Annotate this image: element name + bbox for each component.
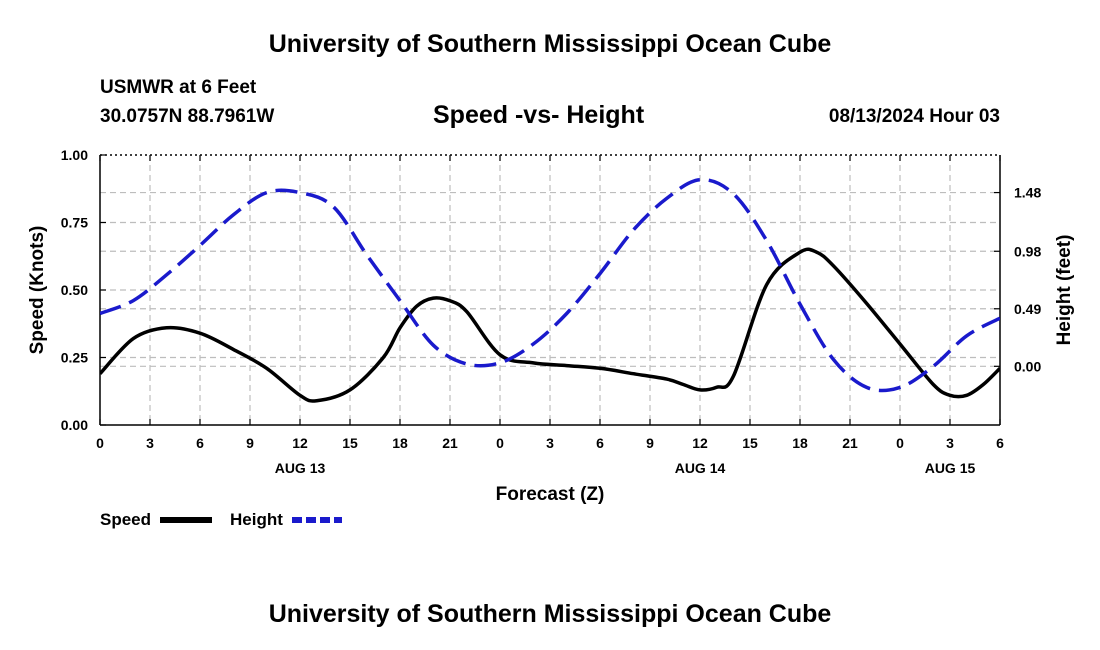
x-tick-label: 12 — [692, 435, 708, 451]
page-title: University of Southern Mississippi Ocean… — [268, 30, 832, 58]
x-tick-label: 0 — [896, 435, 904, 451]
x-day-label: AUG 14 — [675, 460, 726, 476]
footer-title: University of Southern Mississippi Ocean… — [268, 600, 832, 628]
forecast-datetime: 08/13/2024 Hour 03 — [828, 106, 1000, 127]
x-tick-label: 6 — [596, 435, 604, 451]
station-coordinates: 30.0757N 88.7961W — [100, 106, 275, 127]
x-tick-label: 9 — [646, 435, 654, 451]
x-day-label: AUG 13 — [275, 460, 326, 476]
legend-label-speed: Speed — [100, 510, 152, 529]
x-tick-label: 18 — [792, 435, 808, 451]
y2-tick-label: 0.49 — [1014, 301, 1041, 317]
x-tick-label: 21 — [442, 435, 458, 451]
x-tick-label: 6 — [996, 435, 1004, 451]
x-axis-label: Forecast (Z) — [496, 484, 605, 505]
y2-axis-label: Height (feet) — [1054, 235, 1075, 346]
x-tick-label: 0 — [96, 435, 104, 451]
x-tick-label: 0 — [496, 435, 504, 451]
y-tick-label: 0.00 — [61, 417, 88, 433]
legend-label-height: Height — [230, 510, 283, 529]
x-tick-label: 3 — [546, 435, 554, 451]
y-tick-label: 0.25 — [61, 350, 88, 366]
series-line-speed — [100, 247, 1000, 403]
y2-tick-label: 1.48 — [1014, 185, 1041, 201]
series-line-height — [100, 177, 1000, 393]
y-axis-label: Speed (Knots) — [27, 226, 48, 355]
x-tick-label: 15 — [742, 435, 758, 451]
y-tick-label: 0.50 — [61, 282, 88, 298]
x-tick-label: 3 — [946, 435, 954, 451]
y-tick-label: 0.75 — [61, 215, 88, 231]
x-tick-label: 3 — [146, 435, 154, 451]
y2-tick-label: 0.00 — [1014, 358, 1041, 374]
x-tick-label: 18 — [392, 435, 408, 451]
x-tick-label: 9 — [246, 435, 254, 451]
station-name: USMWR at 6 Feet — [100, 77, 257, 98]
x-tick-label: 6 — [196, 435, 204, 451]
x-day-label: AUG 15 — [925, 460, 976, 476]
y2-tick-label: 0.98 — [1014, 243, 1041, 259]
x-tick-label: 15 — [342, 435, 358, 451]
chart-title: Speed -vs- Height — [433, 101, 645, 129]
x-tick-label: 21 — [842, 435, 858, 451]
y-tick-label: 1.00 — [61, 147, 88, 163]
x-tick-label: 12 — [292, 435, 308, 451]
